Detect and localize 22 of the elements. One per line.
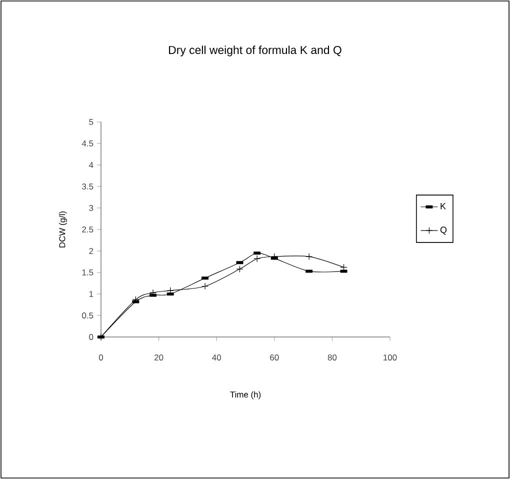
legend-label: Q xyxy=(440,226,447,235)
x-tick-label: 80 xyxy=(328,354,337,360)
x-tick-label: 40 xyxy=(212,354,221,360)
y-tick-label: 0 xyxy=(89,334,94,340)
y-tick-label: 2 xyxy=(89,248,94,254)
y-tick-label: 4.5 xyxy=(82,140,94,146)
y-tick-label: 3 xyxy=(89,204,94,211)
x-tick-label: 20 xyxy=(154,354,164,360)
x-axis-title: Time (h) xyxy=(230,391,261,400)
y-tick-label: 0.5 xyxy=(82,312,94,318)
x-tick-label: 0 xyxy=(98,354,104,360)
x-tick-label: 60 xyxy=(270,354,279,360)
y-tick-label: 1 xyxy=(89,291,94,297)
chart-title: Dry cell weight of formula K and Q xyxy=(169,46,342,56)
y-tick-label: 3.5 xyxy=(82,183,94,190)
y-tick-label: 5 xyxy=(89,119,94,125)
y-tick-label: 1.5 xyxy=(82,270,94,276)
y-axis-title: DCW (g/l) xyxy=(58,211,67,248)
x-tick-label: 100 xyxy=(384,354,397,360)
legend-label: K xyxy=(440,203,446,210)
y-tick-label: 4 xyxy=(88,162,94,168)
y-tick-label: 2.5 xyxy=(82,226,94,232)
